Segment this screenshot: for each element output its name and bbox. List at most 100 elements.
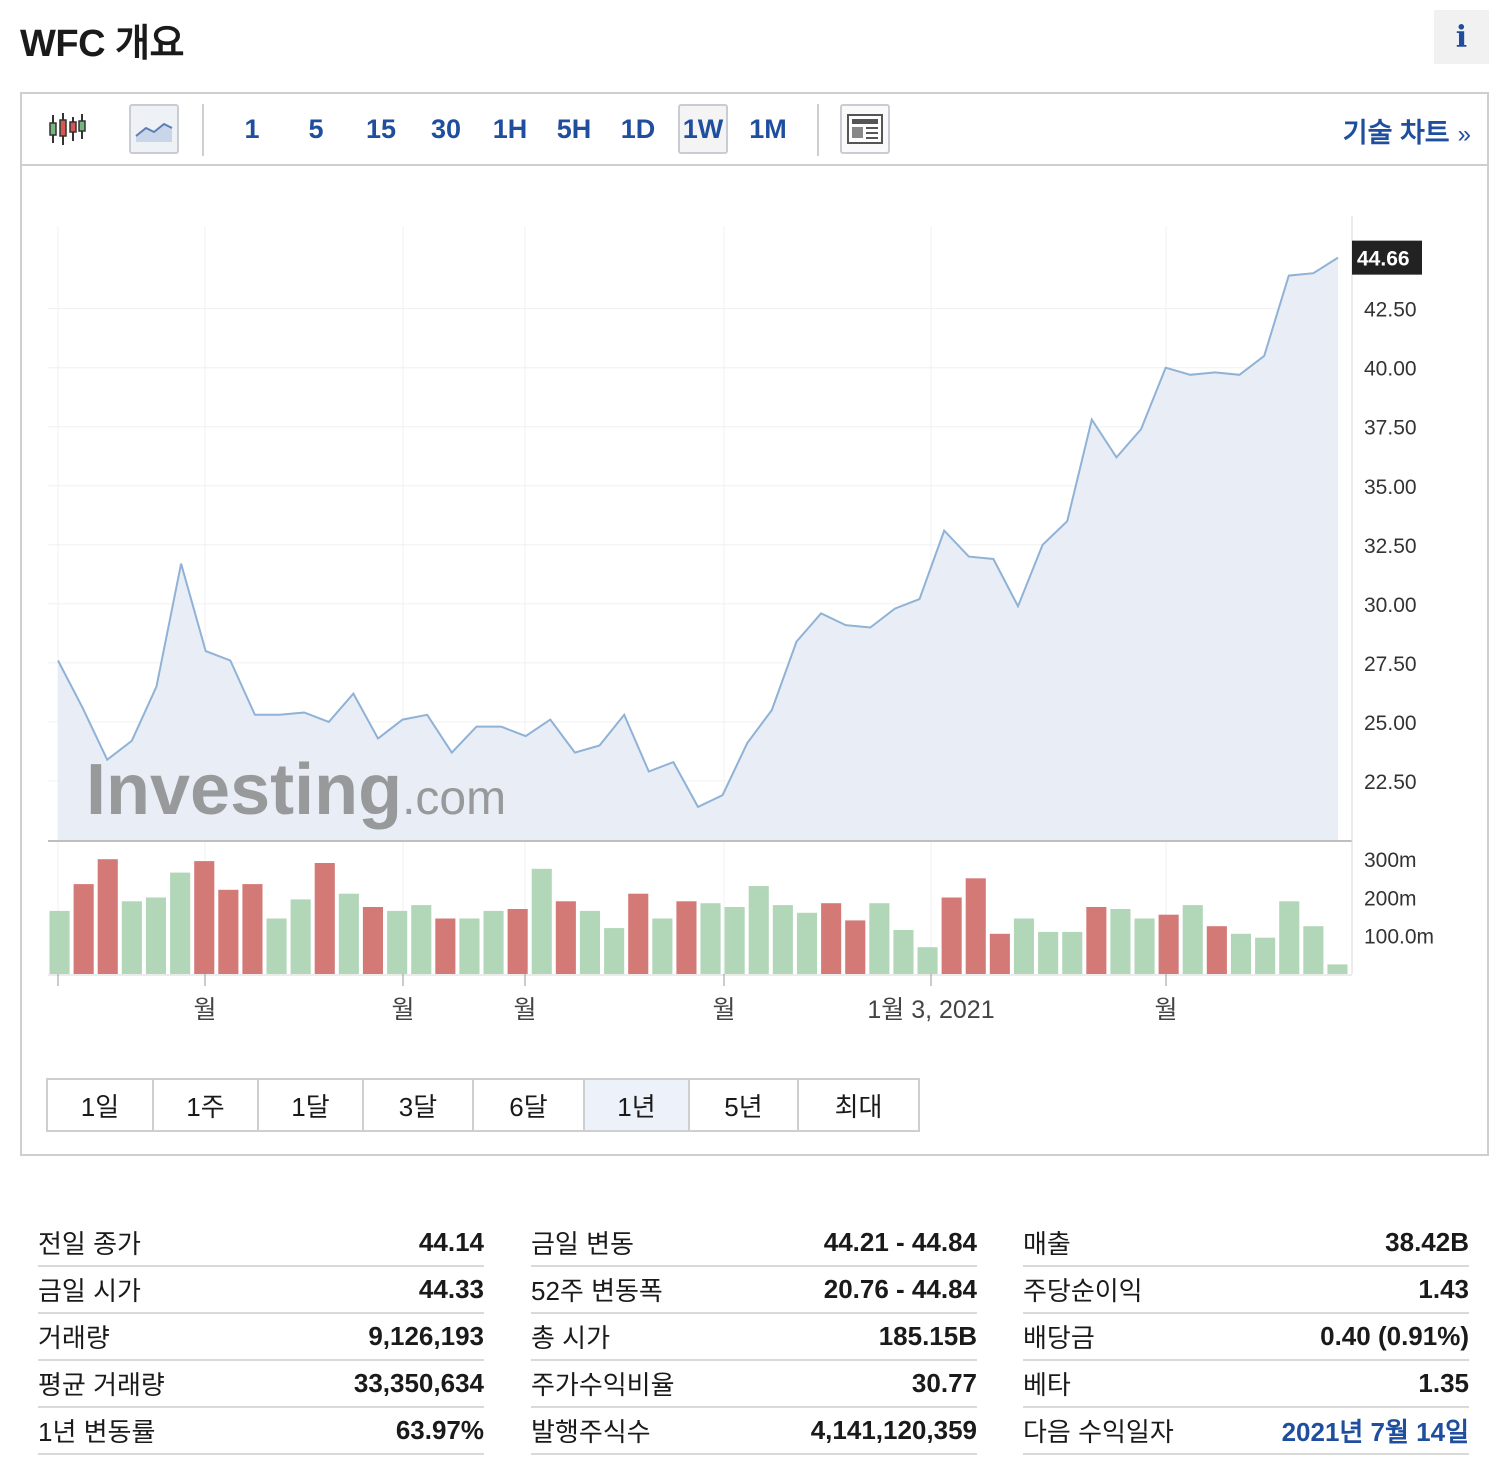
price-tick-label: 35.00 bbox=[1364, 476, 1417, 499]
volume-bar bbox=[507, 909, 528, 974]
price-tick-label: 25.00 bbox=[1364, 712, 1417, 735]
interval-5h[interactable]: 5H bbox=[556, 113, 592, 144]
stat-label: 금일 변동 bbox=[531, 1229, 634, 1259]
stat-row-eps: 주당순이익 1.43 bbox=[1023, 1267, 1469, 1314]
stat-row-market-cap: 총 시가 185.15B bbox=[531, 1314, 977, 1361]
range-1y[interactable]: 1년 bbox=[585, 1080, 690, 1130]
stat-value: 63.97% bbox=[395, 1415, 484, 1445]
chart-toolbar: 1 5 15 30 1H 5H 1D 1W 1M 기술 차트 » bbox=[22, 94, 1487, 166]
stat-value: 1.43 bbox=[1418, 1274, 1469, 1304]
toolbar-divider bbox=[817, 104, 819, 156]
line-chart-icon[interactable] bbox=[129, 104, 179, 154]
price-line bbox=[57, 256, 1339, 809]
volume-bar bbox=[121, 901, 142, 974]
interval-30[interactable]: 30 bbox=[430, 113, 462, 144]
toolbar-divider bbox=[202, 104, 204, 156]
volume-bar bbox=[1206, 926, 1227, 974]
watermark-suffix: .com bbox=[402, 772, 506, 825]
info-button[interactable]: i bbox=[1434, 10, 1489, 64]
price-tick-label: 42.50 bbox=[1364, 299, 1417, 322]
last-price-label: 44.66 bbox=[1357, 248, 1410, 271]
stat-label: 베타 bbox=[1023, 1370, 1071, 1400]
stat-label: 금일 시가 bbox=[38, 1276, 141, 1306]
stat-value: 44.21 - 44.84 bbox=[823, 1227, 977, 1257]
volume-bar bbox=[724, 907, 745, 974]
volume-bar bbox=[869, 903, 890, 974]
price-tick-label: 22.50 bbox=[1364, 771, 1417, 794]
interval-1m[interactable]: 1M bbox=[749, 113, 787, 144]
price-tick-label: 40.00 bbox=[1364, 358, 1417, 381]
volume-bar bbox=[362, 907, 383, 974]
x-tick-label: 월 bbox=[1154, 996, 1177, 1024]
stat-value: 30.77 bbox=[911, 1368, 977, 1398]
stat-value: 38.42B bbox=[1385, 1227, 1469, 1257]
volume-bar bbox=[459, 918, 480, 974]
interval-1d[interactable]: 1D bbox=[620, 113, 656, 144]
range-1mo[interactable]: 1달 bbox=[259, 1080, 364, 1130]
range-1w[interactable]: 1주 bbox=[154, 1080, 259, 1130]
stat-label: 배당금 bbox=[1023, 1323, 1095, 1353]
stat-row-volume: 거래량 9,126,193 bbox=[38, 1314, 484, 1361]
volume-bar bbox=[73, 884, 94, 974]
news-overlay-icon[interactable] bbox=[840, 104, 890, 154]
volume-bar bbox=[194, 861, 215, 974]
volume-bar bbox=[145, 897, 166, 974]
volume-bar bbox=[1013, 918, 1034, 974]
range-1d[interactable]: 1일 bbox=[48, 1080, 154, 1130]
volume-bar bbox=[290, 899, 311, 974]
volume-bar bbox=[821, 903, 842, 974]
volume-tick-label: 300m bbox=[1364, 849, 1417, 872]
volume-bar bbox=[1182, 905, 1203, 974]
next-earnings-date-link[interactable]: 2021년 7월 14일 bbox=[1281, 1417, 1469, 1447]
stat-label: 거래량 bbox=[38, 1323, 110, 1353]
volume-bar bbox=[1134, 918, 1155, 974]
technical-chart-link[interactable]: 기술 차트 » bbox=[1343, 111, 1471, 150]
price-volume-chart[interactable]: Investing.com 42.50 40.00 37.50 35.00 32.50 30… bbox=[22, 166, 1487, 1066]
range-3mo[interactable]: 3달 bbox=[364, 1080, 474, 1130]
range-6mo[interactable]: 6달 bbox=[474, 1080, 585, 1130]
stat-label: 평균 거래량 bbox=[38, 1370, 165, 1400]
stat-row-revenue: 매출 38.42B bbox=[1023, 1220, 1469, 1267]
volume-bar bbox=[242, 884, 263, 974]
candlestick-chart-icon[interactable] bbox=[42, 104, 92, 154]
price-tick-label: 30.00 bbox=[1364, 594, 1417, 617]
volume-bar bbox=[941, 897, 962, 974]
volume-bar bbox=[893, 930, 914, 974]
x-tick-label: 월 bbox=[513, 996, 536, 1024]
interval-15[interactable]: 15 bbox=[365, 113, 397, 144]
stats-column-1: 전일 종가 44.14 금일 시가 44.33 거래량 9,126,193 평균 거래… bbox=[38, 1220, 484, 1455]
stat-label: 전일 종가 bbox=[38, 1229, 141, 1259]
stat-value: 20.76 - 44.84 bbox=[823, 1274, 977, 1304]
price-tick-label: 27.50 bbox=[1364, 653, 1417, 676]
stat-row-open: 금일 시가 44.33 bbox=[38, 1267, 484, 1314]
interval-1[interactable]: 1 bbox=[244, 113, 260, 144]
interval-1h[interactable]: 1H bbox=[492, 113, 528, 144]
volume-bar bbox=[483, 910, 504, 974]
volume-tick-label: 200m bbox=[1364, 887, 1417, 910]
volume-bar bbox=[1327, 964, 1348, 974]
volume-bar bbox=[435, 918, 456, 974]
volume-bar bbox=[531, 868, 552, 974]
volume-bar bbox=[1038, 931, 1059, 974]
stat-label: 총 시가 bbox=[531, 1323, 610, 1353]
volume-tick-label: 100.0m bbox=[1364, 926, 1434, 949]
volume-bar bbox=[772, 905, 793, 974]
stat-value: 0.40 (0.91%) bbox=[1320, 1321, 1469, 1351]
stat-label: 주가수익비율 bbox=[531, 1370, 675, 1400]
volume-bar bbox=[338, 893, 359, 974]
stats-column-2: 금일 변동 44.21 - 44.84 52주 변동폭 20.76 - 44.84 … bbox=[531, 1220, 977, 1455]
volume-bar bbox=[917, 947, 938, 974]
stat-value: 44.14 bbox=[418, 1227, 484, 1257]
x-tick-label: 월 bbox=[391, 996, 414, 1024]
volume-bar bbox=[49, 910, 70, 974]
range-max[interactable]: 최대 bbox=[799, 1080, 918, 1130]
x-tick-label: 월 bbox=[712, 996, 735, 1024]
interval-1w[interactable]: 1W bbox=[678, 104, 728, 154]
volume-bar bbox=[411, 905, 432, 974]
range-5y[interactable]: 5년 bbox=[690, 1080, 799, 1130]
volume-bar bbox=[1230, 933, 1251, 974]
volume-bar bbox=[845, 920, 866, 974]
volume-bar bbox=[555, 901, 576, 974]
interval-5[interactable]: 5 bbox=[308, 113, 324, 144]
stat-row-avg-volume: 평균 거래량 33,350,634 bbox=[38, 1361, 484, 1408]
